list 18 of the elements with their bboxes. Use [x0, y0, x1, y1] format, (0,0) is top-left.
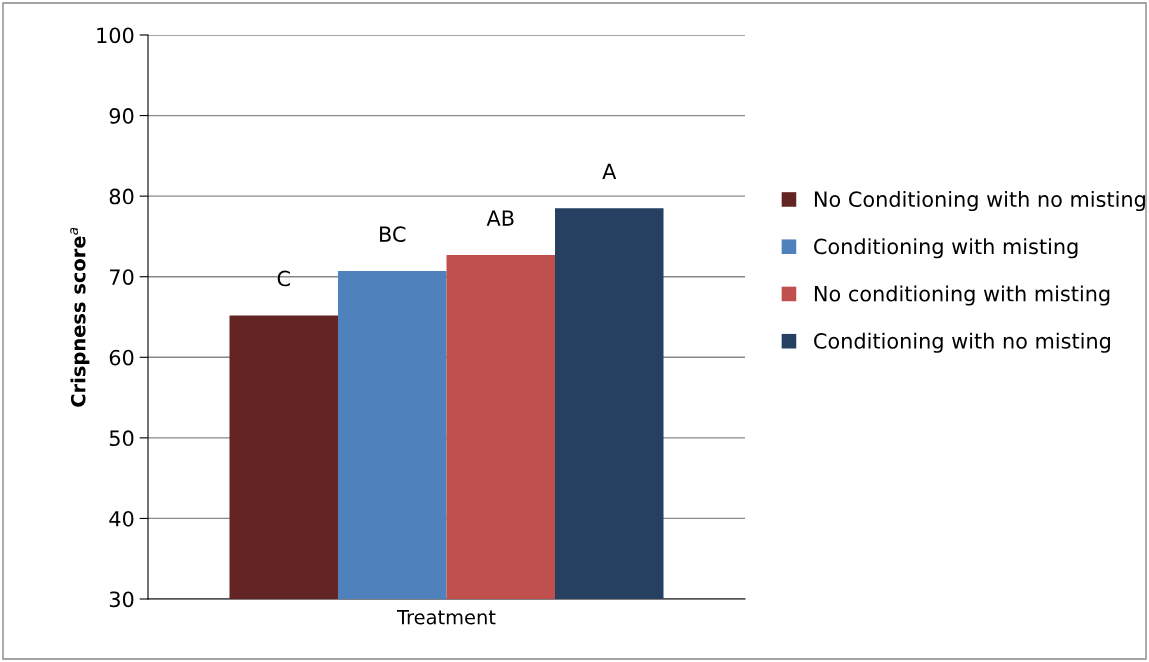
annotation: C: [277, 270, 290, 287]
legend-label: No conditioning with misting: [814, 285, 1110, 306]
annotation: AB: [486, 210, 514, 226]
annotation: BC: [380, 226, 406, 243]
y-tick-label: 90: [109, 108, 134, 124]
y-tick-label: 60: [109, 349, 134, 366]
x-axis-title: Treatment: [396, 610, 496, 625]
y-tick-label: 40: [109, 510, 134, 527]
annotation: A: [602, 163, 617, 179]
y-tick-label: 30: [109, 591, 134, 608]
y-axis-title: Crispness score$^{a}$: [70, 227, 90, 407]
y-tick-label: 70: [110, 269, 134, 285]
y-tick-label: 80: [109, 188, 134, 205]
legend-label: No Conditioning with no misting: [814, 190, 1145, 212]
y-tick-label: 100: [97, 27, 134, 44]
y-tick-label: 50: [109, 430, 134, 447]
legend-label: Conditioning with no misting: [814, 332, 1110, 353]
legend-label: Conditioning with misting: [814, 238, 1078, 259]
